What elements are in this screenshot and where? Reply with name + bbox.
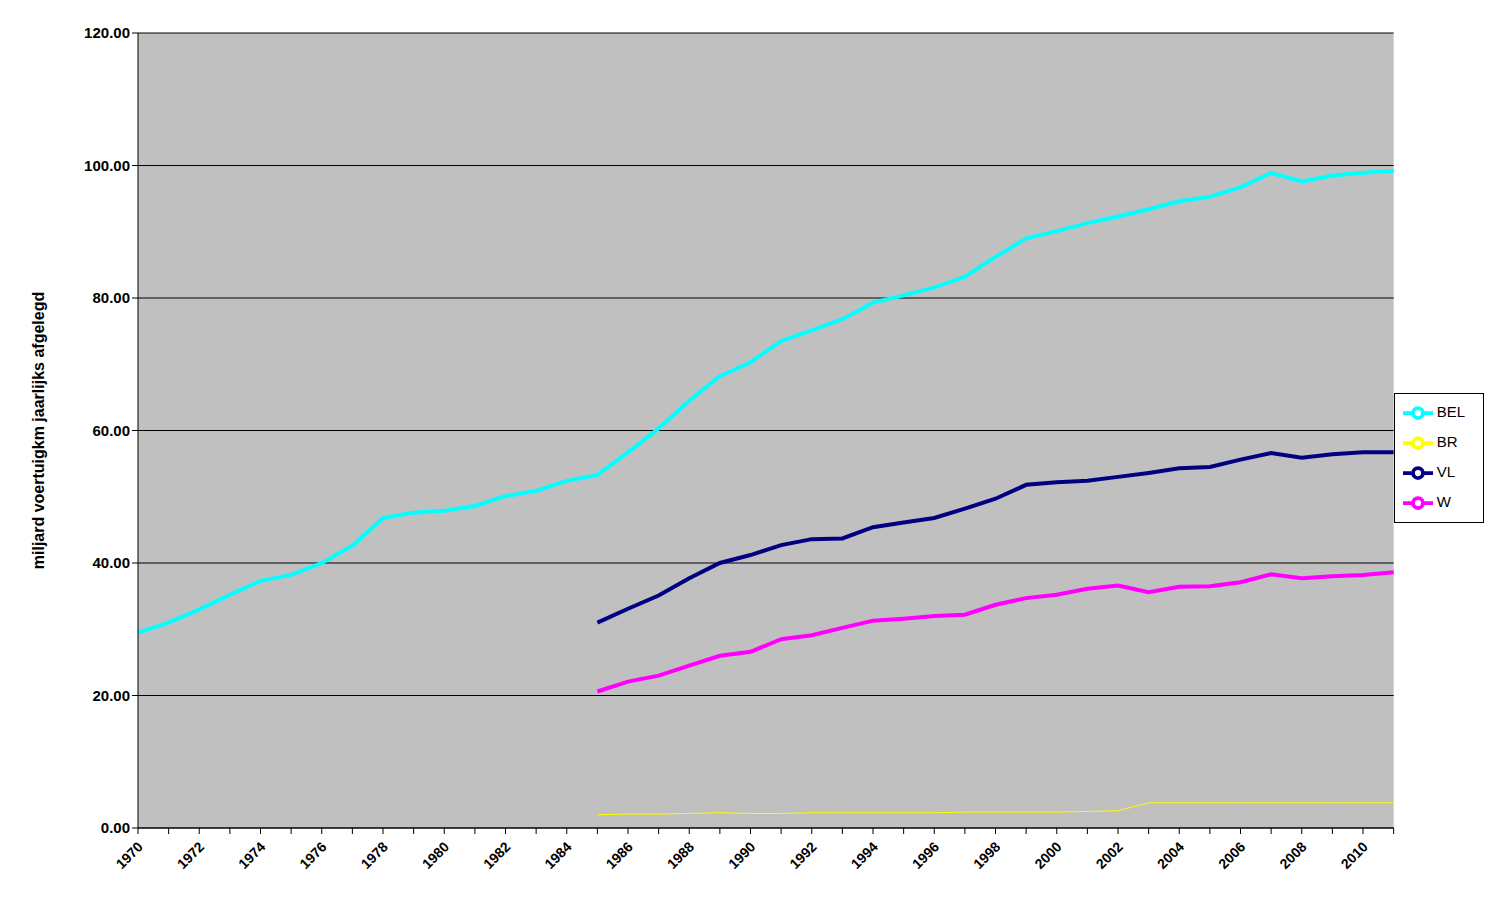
svg-text:60.00: 60.00 xyxy=(92,422,130,439)
svg-text:20.00: 20.00 xyxy=(92,687,130,704)
svg-text:120.00: 120.00 xyxy=(84,24,130,41)
svg-text:1978: 1978 xyxy=(357,838,390,871)
svg-text:2002: 2002 xyxy=(1092,838,1125,871)
svg-text:1972: 1972 xyxy=(174,838,207,871)
svg-text:40.00: 40.00 xyxy=(92,554,130,571)
svg-text:1980: 1980 xyxy=(419,838,452,871)
svg-text:1986: 1986 xyxy=(602,838,635,871)
svg-text:1988: 1988 xyxy=(664,838,697,871)
svg-text:1984: 1984 xyxy=(541,838,574,871)
svg-text:2004: 2004 xyxy=(1154,838,1187,871)
svg-text:miljard voertuigkm jaarlijks a: miljard voertuigkm jaarlijks afgelegd xyxy=(30,292,47,569)
html-text:BEL: BEL xyxy=(1436,403,1465,420)
svg-text:100.00: 100.00 xyxy=(84,157,130,174)
svg-text:2000: 2000 xyxy=(1031,838,1064,871)
svg-text:1996: 1996 xyxy=(909,838,942,871)
svg-text:1976: 1976 xyxy=(296,838,329,871)
svg-text:80.00: 80.00 xyxy=(92,289,130,306)
svg-text:2008: 2008 xyxy=(1276,838,1309,871)
svg-text:1974: 1974 xyxy=(235,838,268,871)
svg-text:0.00: 0.00 xyxy=(101,819,130,836)
svg-text:2006: 2006 xyxy=(1215,838,1248,871)
svg-text:1970: 1970 xyxy=(112,838,145,871)
svg-text:2010: 2010 xyxy=(1337,838,1370,871)
svg-text:1994: 1994 xyxy=(847,838,880,871)
html-text:BR: BR xyxy=(1436,433,1458,450)
svg-text:1990: 1990 xyxy=(725,838,758,871)
svg-text:1992: 1992 xyxy=(786,838,819,871)
svg-text:1998: 1998 xyxy=(970,838,1003,871)
svg-text:1982: 1982 xyxy=(480,838,513,871)
html-text:VL: VL xyxy=(1436,463,1455,480)
html-text:W: W xyxy=(1436,493,1451,510)
